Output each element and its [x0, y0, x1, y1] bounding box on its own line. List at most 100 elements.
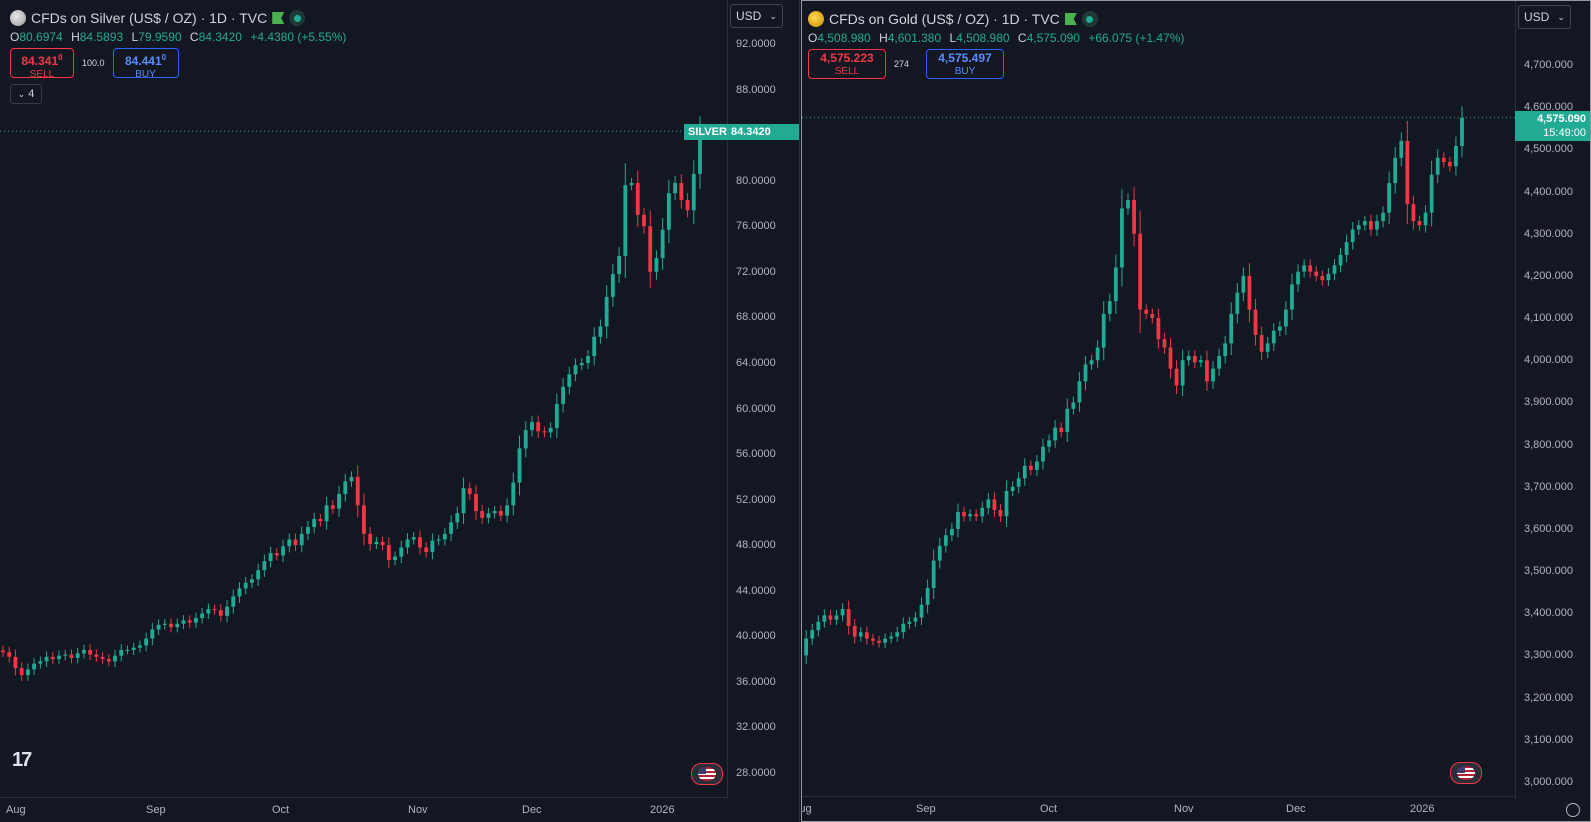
candle-body [698, 131, 702, 174]
candle-body [561, 386, 566, 404]
candle [685, 193, 690, 218]
candle-body [889, 636, 894, 639]
us-flag-icon[interactable] [691, 763, 723, 785]
candle [548, 422, 553, 438]
gold-price-axis[interactable]: 4,700.000 4,600.000 4,500.000 4,400.000 4,30… [1515, 1, 1590, 799]
time-tick-label: Nov [1174, 803, 1194, 815]
candle [679, 174, 684, 209]
candle-body [956, 512, 960, 529]
candle [1138, 210, 1143, 333]
candle [517, 435, 522, 496]
candle [225, 600, 229, 623]
flag-icon[interactable] [272, 12, 285, 24]
candle-body [169, 623, 173, 628]
symbol-title[interactable]: CFDs on Silver (US$ / OZ) · 1D · TVC [31, 10, 268, 26]
candle-body [937, 545, 942, 561]
candle [635, 170, 640, 228]
candle-body [156, 624, 161, 630]
candle-body [573, 365, 578, 375]
candle [828, 610, 833, 625]
candle [1162, 332, 1167, 354]
buy-button[interactable]: 4,575.497 BUY [926, 49, 1004, 79]
candle-body [349, 476, 354, 482]
candle [1192, 350, 1197, 369]
candle-body [181, 620, 186, 624]
gold-time-axis[interactable]: Aug Sep Oct Nov Dec 2026 [802, 796, 1515, 821]
candle-body [642, 214, 646, 227]
silver-time-axis[interactable]: Aug Sep Oct Nov Dec 2026 [0, 797, 727, 822]
candle-body [1004, 490, 1009, 517]
gold-candlestick-plot[interactable] [802, 1, 1515, 799]
candle [931, 549, 936, 600]
currency-selector[interactable]: USD ⌄ [1518, 5, 1571, 29]
currency-selector[interactable]: USD ⌄ [730, 4, 783, 28]
candle [673, 176, 678, 201]
candle-body [919, 604, 924, 618]
candle-body [1186, 356, 1191, 361]
candle-body [1120, 208, 1124, 268]
candle [88, 644, 93, 661]
candle [231, 589, 236, 614]
candle [1077, 371, 1082, 412]
flag-icon[interactable] [1064, 13, 1077, 25]
candle-body [1150, 313, 1155, 319]
settings-icon[interactable] [1566, 803, 1580, 817]
candle [895, 626, 900, 642]
silver-chart-pane[interactable]: 92.000088.000084.000080.000076.000072.00… [0, 0, 800, 822]
buy-button[interactable]: 84.4410 BUY [112, 48, 179, 80]
candle [81, 644, 86, 659]
candle-body [1344, 242, 1349, 255]
candle-body [200, 613, 205, 619]
candle-body [511, 482, 516, 506]
symbol-title[interactable]: CFDs on Gold (US$ / OZ) · 1D · TVC [829, 11, 1060, 27]
candle-body [1296, 271, 1300, 285]
candle [19, 662, 24, 682]
silver-candlestick-plot[interactable] [0, 0, 727, 798]
us-flag-icon[interactable] [1450, 762, 1482, 784]
candle [249, 574, 254, 589]
candle [1338, 247, 1343, 273]
candle [834, 610, 839, 625]
candle-body [554, 403, 559, 428]
candle-body [666, 193, 671, 230]
candle [1447, 156, 1452, 172]
candle-body [312, 518, 317, 527]
indicators-toggle[interactable]: ⌄ 4 [10, 84, 42, 104]
price-tick-label: 3,200.000 [1524, 691, 1573, 704]
price-tick-label: 3,100.000 [1524, 733, 1573, 746]
candle-body [268, 553, 273, 562]
candle [50, 651, 55, 665]
candle-body [243, 582, 248, 589]
candle [256, 563, 261, 587]
candle-body [1314, 271, 1319, 276]
market-open-icon [1081, 11, 1098, 27]
price-tick-label: 80.0000 [736, 174, 776, 187]
candle-body [218, 610, 223, 616]
candle-body [673, 182, 678, 194]
sell-button[interactable]: 4,575.223 SELL [808, 49, 886, 79]
candle [586, 350, 590, 370]
candle-body [1126, 199, 1130, 209]
candle-body [913, 617, 918, 622]
candle [306, 520, 310, 540]
silver-price-axis[interactable]: 92.000088.000084.000080.000076.000072.00… [727, 0, 799, 798]
candle-body [1053, 427, 1058, 441]
gold-chart-pane[interactable]: 4,700.000 4,600.000 4,500.000 4,400.000 4,30… [801, 0, 1591, 822]
chevron-down-icon: ⌄ [17, 88, 26, 99]
candle [530, 415, 534, 437]
candle [889, 631, 894, 644]
candle-body [343, 481, 348, 494]
candle-body [1192, 356, 1197, 363]
candle [992, 492, 997, 517]
candle-body [125, 649, 130, 651]
candle [980, 501, 985, 523]
candle-body [1399, 140, 1404, 158]
candle [156, 619, 161, 635]
price-tick-label: 52.0000 [736, 493, 776, 506]
candle [1326, 267, 1331, 286]
candle-body [436, 539, 441, 541]
candle [38, 656, 43, 669]
tradingview-logo[interactable]: 17 [12, 749, 32, 771]
sell-button[interactable]: 84.3410 SELL [10, 48, 74, 80]
candle [1381, 206, 1385, 228]
